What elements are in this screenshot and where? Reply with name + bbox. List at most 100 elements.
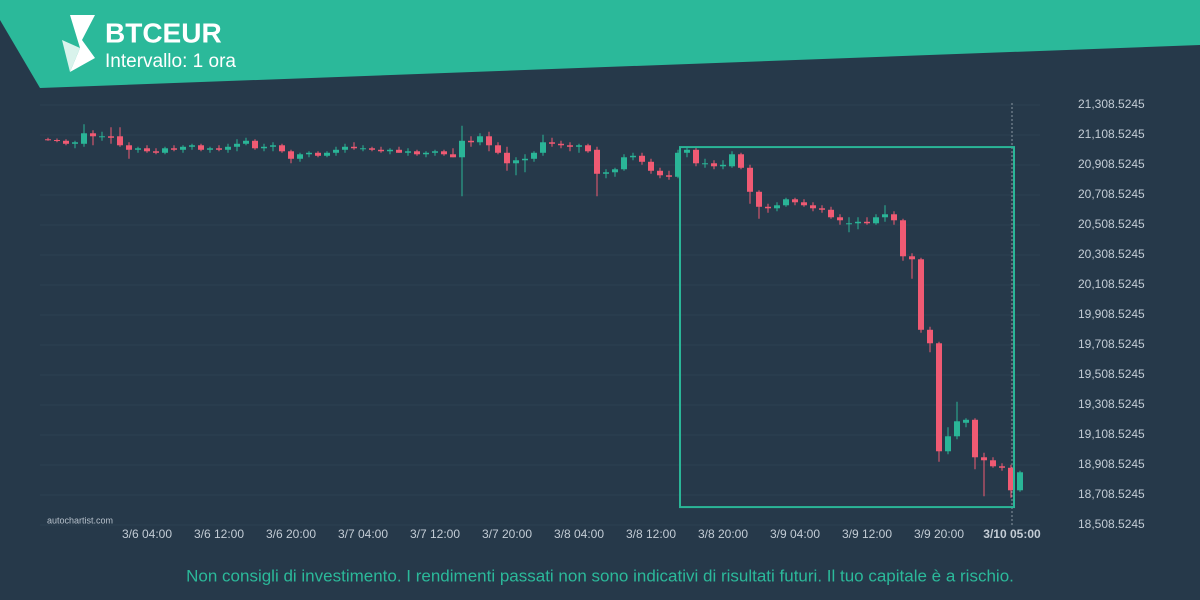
y-tick-label: 19,508.5245 (1078, 367, 1145, 381)
candle-body (414, 151, 420, 155)
candle-body (639, 155, 645, 162)
candle-body (774, 205, 780, 209)
candle-body (567, 145, 573, 147)
candle-body (531, 152, 537, 159)
y-tick-label: 21,308.5245 (1078, 97, 1145, 111)
candle-body (936, 343, 942, 452)
candle-body (351, 146, 357, 149)
candle-body (288, 151, 294, 159)
x-tick-label: 3/6 04:00 (122, 527, 172, 541)
candle-body (513, 160, 519, 164)
candle-body (612, 169, 618, 173)
x-tick-label: 3/9 04:00 (770, 527, 820, 541)
candle-body (468, 140, 474, 143)
candle-body (180, 146, 186, 150)
candle-body (648, 161, 654, 171)
candle-body (684, 149, 690, 153)
candle-body (342, 146, 348, 150)
candle-body (135, 148, 141, 150)
x-tick-label: 3/9 20:00 (914, 527, 964, 541)
y-tick-label: 19,708.5245 (1078, 337, 1145, 351)
candle-body (819, 208, 825, 210)
y-tick-label: 18,708.5245 (1078, 487, 1145, 501)
candle-body (441, 151, 447, 155)
candle-body (846, 223, 852, 225)
x-tick-label: 3/8 20:00 (698, 527, 748, 541)
x-tick-label: 3/9 12:00 (842, 527, 892, 541)
candle-body (729, 154, 735, 167)
candle-body (45, 139, 51, 141)
candle-body (324, 152, 330, 156)
candle-body (693, 149, 699, 164)
y-tick-label: 18,508.5245 (1078, 517, 1145, 531)
candle-body (126, 145, 132, 150)
x-tick-label: 3/7 12:00 (410, 527, 460, 541)
header-banner (0, 0, 1200, 88)
x-tick-label: 3/7 04:00 (338, 527, 388, 541)
candle-body (603, 172, 609, 174)
candle-body (990, 460, 996, 467)
candle-body (423, 152, 429, 155)
y-tick-label: 19,908.5245 (1078, 307, 1145, 321)
candle-body (828, 209, 834, 218)
candle-body (99, 136, 105, 138)
candle-body (162, 148, 168, 153)
candle-body (360, 148, 366, 150)
candle-body (432, 151, 438, 153)
y-tick-label: 20,508.5245 (1078, 217, 1145, 231)
candle-body (765, 206, 771, 209)
candle-body (855, 221, 861, 224)
x-tick-label: 3/6 12:00 (194, 527, 244, 541)
x-tick-label: 3/6 20:00 (266, 527, 316, 541)
candle-body (666, 175, 672, 177)
candle-body (675, 152, 681, 177)
chart-title: BTCEUR (105, 17, 222, 48)
candle-body (306, 152, 312, 155)
current-time-label: 3/10 05:00 (983, 527, 1041, 541)
candle-body (495, 145, 501, 153)
logo (62, 15, 95, 72)
candle-body (702, 163, 708, 165)
candle-body (576, 145, 582, 147)
candle-body (783, 199, 789, 206)
candle-body (621, 157, 627, 170)
candle-body (171, 148, 177, 150)
candle-body (891, 214, 897, 221)
candle-body (189, 145, 195, 147)
candle-body (81, 133, 87, 144)
candle-body (243, 140, 249, 144)
x-tick-label: 3/8 12:00 (626, 527, 676, 541)
candle-body (945, 436, 951, 452)
candle-body (270, 145, 276, 147)
pattern-box (679, 146, 1015, 509)
candle-body (999, 466, 1005, 468)
candle-body (711, 163, 717, 167)
candle-body (405, 151, 411, 153)
candle-body (909, 256, 915, 260)
candle-body (207, 148, 213, 150)
candle-body (279, 145, 285, 152)
candle-body (882, 214, 888, 218)
candle-body (630, 155, 636, 158)
x-tick-label: 3/8 04:00 (554, 527, 604, 541)
candle-body (972, 419, 978, 458)
candle-body (954, 421, 960, 437)
candle-body (522, 158, 528, 161)
candle-body (252, 140, 258, 149)
candle-body (216, 148, 222, 150)
candle-body (837, 217, 843, 221)
candle-body (738, 154, 744, 168)
x-tick-label: 3/7 20:00 (482, 527, 532, 541)
candle-body (153, 151, 159, 153)
candle-body (585, 145, 591, 152)
y-tick-label: 19,308.5245 (1078, 397, 1145, 411)
candle-body (558, 143, 564, 146)
candle-body (792, 199, 798, 203)
candle-body (1017, 472, 1023, 491)
candle-body (963, 419, 969, 423)
y-tick-label: 18,908.5245 (1078, 457, 1145, 471)
candle-body (378, 149, 384, 152)
candle-body (63, 140, 69, 144)
